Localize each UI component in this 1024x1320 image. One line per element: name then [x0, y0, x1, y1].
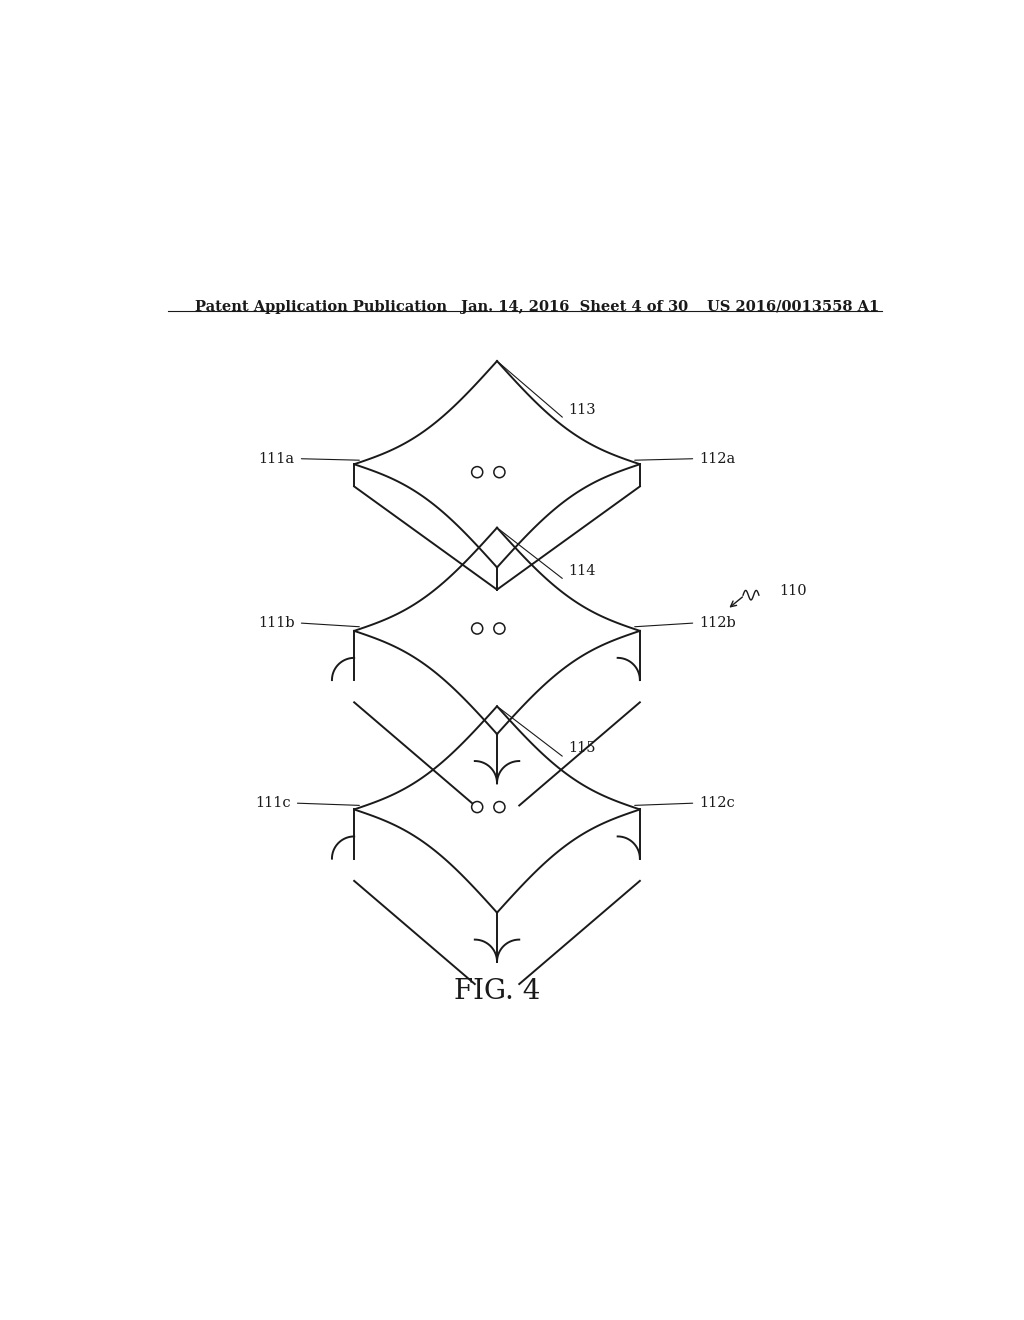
Text: 111c: 111c: [255, 796, 291, 810]
Text: 115: 115: [568, 742, 596, 755]
Circle shape: [494, 466, 505, 478]
Text: 111a: 111a: [258, 451, 295, 466]
Text: 112c: 112c: [699, 796, 735, 810]
Text: 112b: 112b: [699, 616, 736, 630]
Text: 111b: 111b: [258, 616, 295, 630]
Circle shape: [472, 801, 482, 813]
Text: 113: 113: [568, 403, 596, 417]
Circle shape: [494, 801, 505, 813]
Circle shape: [494, 623, 505, 634]
Text: 114: 114: [568, 564, 596, 578]
Text: 112a: 112a: [699, 451, 735, 466]
Circle shape: [472, 623, 482, 634]
Text: US 2016/0013558 A1: US 2016/0013558 A1: [708, 300, 880, 314]
Text: Patent Application Publication: Patent Application Publication: [196, 300, 447, 314]
Text: Jan. 14, 2016  Sheet 4 of 30: Jan. 14, 2016 Sheet 4 of 30: [461, 300, 688, 314]
Circle shape: [472, 466, 482, 478]
Text: 110: 110: [778, 585, 806, 598]
Text: FIG. 4: FIG. 4: [454, 978, 541, 1006]
